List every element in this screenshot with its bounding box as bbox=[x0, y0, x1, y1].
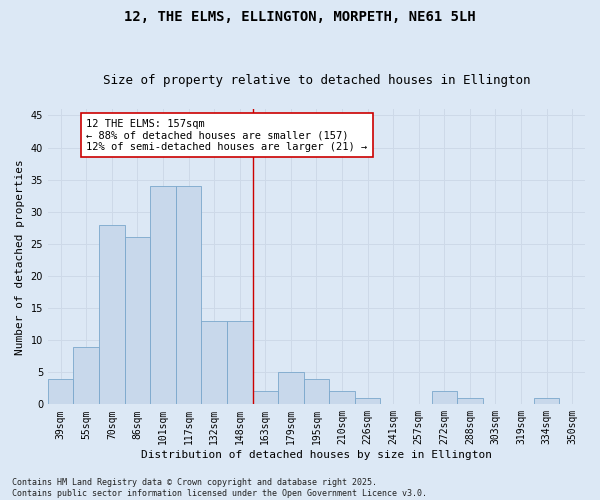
Y-axis label: Number of detached properties: Number of detached properties bbox=[15, 159, 25, 354]
Text: 12 THE ELMS: 157sqm
← 88% of detached houses are smaller (157)
12% of semi-detac: 12 THE ELMS: 157sqm ← 88% of detached ho… bbox=[86, 118, 368, 152]
Bar bbox=[150, 186, 176, 404]
X-axis label: Distribution of detached houses by size in Ellington: Distribution of detached houses by size … bbox=[141, 450, 492, 460]
Bar bbox=[253, 392, 278, 404]
Bar bbox=[202, 321, 227, 404]
Text: 12, THE ELMS, ELLINGTON, MORPETH, NE61 5LH: 12, THE ELMS, ELLINGTON, MORPETH, NE61 5… bbox=[124, 10, 476, 24]
Bar bbox=[48, 378, 73, 404]
Bar bbox=[457, 398, 482, 404]
Bar bbox=[227, 321, 253, 404]
Bar bbox=[99, 224, 125, 404]
Bar bbox=[278, 372, 304, 404]
Text: Contains HM Land Registry data © Crown copyright and database right 2025.
Contai: Contains HM Land Registry data © Crown c… bbox=[12, 478, 427, 498]
Bar bbox=[355, 398, 380, 404]
Bar bbox=[176, 186, 202, 404]
Bar bbox=[534, 398, 559, 404]
Title: Size of property relative to detached houses in Ellington: Size of property relative to detached ho… bbox=[103, 74, 530, 87]
Bar bbox=[304, 378, 329, 404]
Bar bbox=[329, 392, 355, 404]
Bar bbox=[125, 238, 150, 404]
Bar bbox=[73, 346, 99, 405]
Bar bbox=[431, 392, 457, 404]
